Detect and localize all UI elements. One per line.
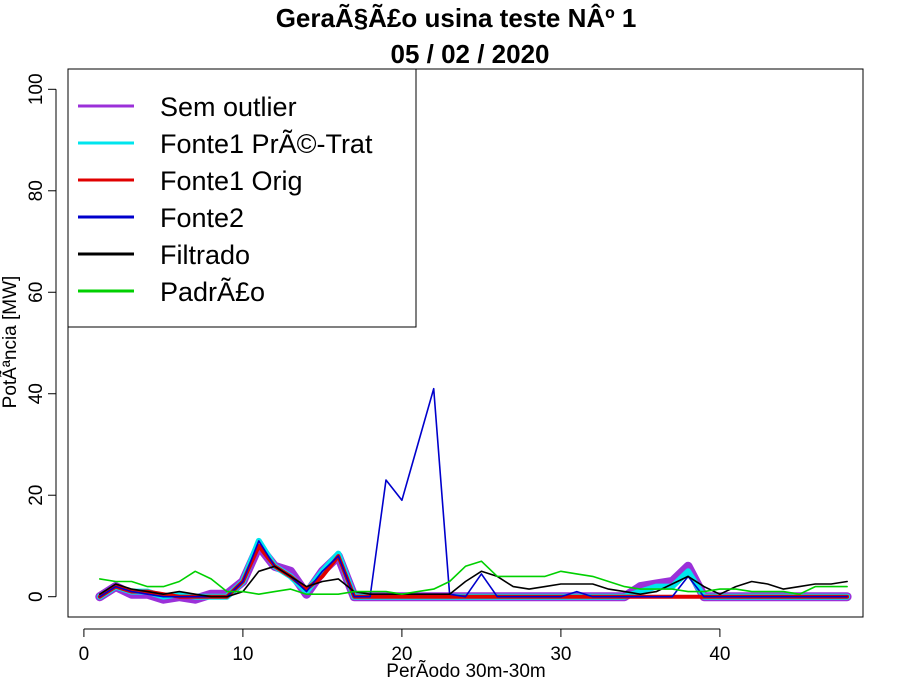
- legend: Sem outlier Fonte1 PrÃ©-Trat Fonte1 Orig Fo…: [67, 68, 417, 328]
- x-axis-label: PerÃ­odo 30m-30m: [386, 660, 545, 682]
- y-tick-label: 40: [26, 383, 47, 404]
- x-tick-label: 30: [550, 644, 571, 665]
- y-axis-label: PotÃªncia [MW]: [0, 276, 21, 409]
- series-layer: [95, 387, 852, 604]
- y-tick-label: 20: [26, 485, 47, 506]
- x-tick-label: 0: [79, 644, 90, 665]
- series-line-filtrado: [99, 565, 848, 598]
- y-tick-label: 0: [26, 591, 47, 602]
- x-tick-label: 20: [391, 644, 412, 665]
- legend-label-sem-outlier: Sem outlier: [160, 92, 297, 122]
- x-tick-label: 40: [709, 644, 730, 665]
- chart-title: GeraÃ§Ã£o usina teste NÂº 1: [276, 3, 637, 33]
- axis-layer: 0 10 20 30 40 0 20 40 60 80 100: [26, 73, 730, 665]
- series-line-padr-o: [99, 560, 848, 596]
- series-line-fonte2: [99, 387, 848, 598]
- y-tick-label: 100: [26, 73, 47, 105]
- legend-label-fonte2: Fonte2: [160, 203, 244, 233]
- legend-label-filtrado: Filtrado: [160, 240, 250, 270]
- series-line-sem-outlier: [95, 541, 852, 604]
- y-tick-label: 80: [26, 180, 47, 201]
- chart-subtitle: 05 / 02 / 2020: [390, 39, 549, 69]
- legend-box: [67, 68, 417, 328]
- legend-label-fonte1-orig: Fonte1 Orig: [160, 166, 303, 196]
- y-tick-label: 60: [26, 282, 47, 303]
- plot-area: [67, 68, 864, 618]
- legend-label-fonte1-pr-trat: Fonte1 PrÃ©-Trat: [160, 128, 373, 159]
- legend-label-padr-o: PadrÃ£o: [160, 276, 265, 307]
- x-tick-label: 10: [232, 644, 253, 665]
